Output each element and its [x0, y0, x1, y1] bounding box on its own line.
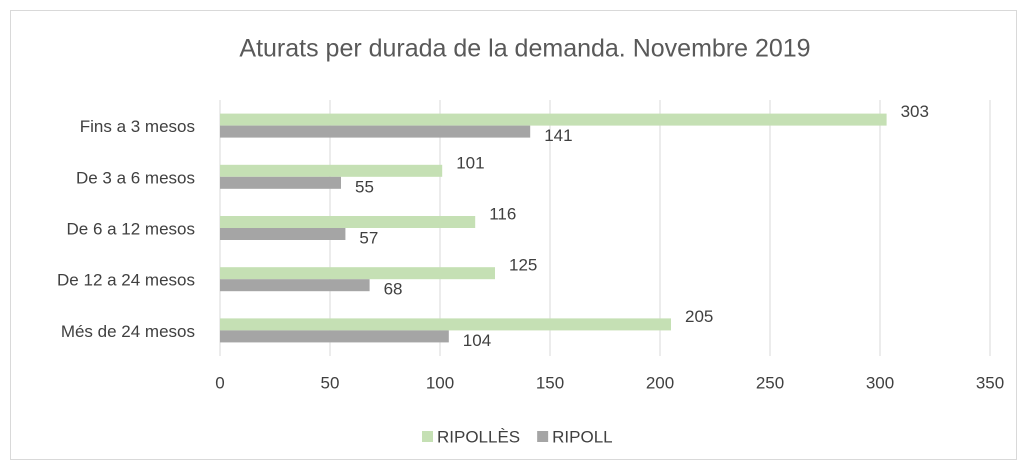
- x-tick-label: 200: [646, 373, 674, 392]
- data-label: 68: [384, 280, 403, 299]
- data-label: 205: [685, 307, 713, 326]
- legend-label: RIPOLLÈS: [437, 427, 520, 446]
- data-label: 55: [355, 177, 374, 196]
- x-tick-label: 150: [536, 373, 564, 392]
- data-label: 141: [544, 126, 572, 145]
- bar: [220, 330, 449, 343]
- chart-title: Aturats per durada de la demanda. Novemb…: [239, 35, 810, 63]
- chart-border: [10, 10, 1017, 460]
- bar: [220, 164, 443, 177]
- y-tick-label: De 3 a 6 mesos: [76, 168, 195, 187]
- bar: [220, 318, 671, 331]
- bar: [220, 176, 341, 189]
- data-label: 104: [463, 331, 491, 350]
- data-label: 101: [456, 153, 484, 172]
- bar: [220, 228, 346, 240]
- bar: [220, 267, 495, 280]
- x-tick-label: 250: [756, 373, 784, 392]
- x-tick-label: 350: [976, 373, 1004, 392]
- data-label: 116: [489, 204, 516, 223]
- data-label: 57: [359, 228, 378, 247]
- data-label: 303: [901, 102, 929, 121]
- bar: [220, 113, 887, 126]
- y-tick-label: Fins a 3 mesos: [80, 117, 195, 136]
- y-tick-label: De 12 a 24 mesos: [57, 271, 195, 290]
- legend-swatch: [537, 431, 549, 442]
- legend-label: RIPOLL: [552, 427, 612, 446]
- bar: [220, 216, 476, 228]
- x-tick-label: 300: [866, 373, 894, 392]
- bar: [220, 125, 531, 138]
- y-tick-label: De 6 a 12 mesos: [66, 219, 195, 238]
- x-tick-label: 100: [426, 373, 454, 392]
- y-tick-label: Més de 24 mesos: [61, 322, 195, 341]
- data-label: 125: [509, 256, 537, 275]
- x-tick-label: 50: [321, 373, 340, 392]
- x-tick-label: 0: [215, 373, 224, 392]
- legend-swatch: [422, 431, 433, 442]
- bar: [220, 279, 370, 292]
